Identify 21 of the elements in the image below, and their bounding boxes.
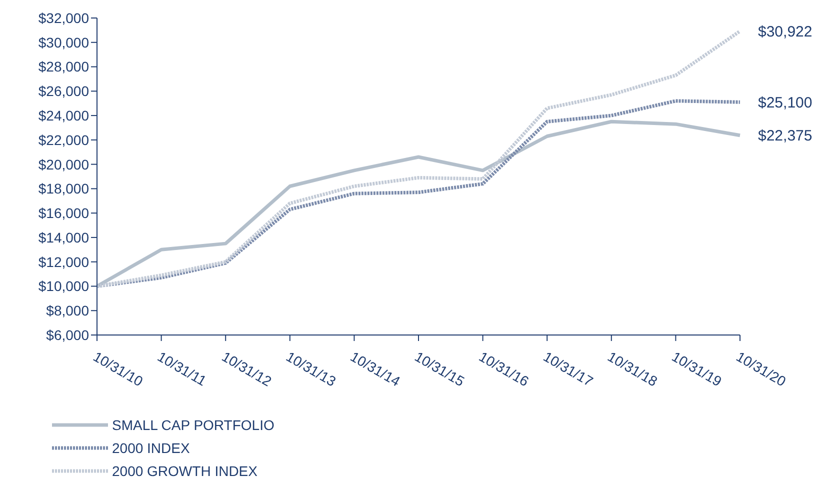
y-tick-label: $18,000	[38, 180, 90, 197]
legend-label: 2000 INDEX	[112, 440, 190, 456]
y-tick-label: $16,000	[38, 205, 90, 222]
y-tick-label: $10,000	[38, 278, 90, 294]
y-tick-label: $24,000	[38, 108, 90, 124]
y-tick-label: $14,000	[38, 229, 90, 246]
annotation: $25,100	[758, 94, 812, 112]
y-tick-label: $22,000	[38, 132, 90, 148]
y-tick-label: $12,000	[38, 254, 90, 270]
annotation: $30,922	[758, 23, 812, 40]
legend-label: SMALL CAP PORTFOLIO	[112, 416, 274, 432]
y-tick-label: $6,000	[46, 326, 90, 343]
legend-label: 2000 GROWTH INDEX	[112, 462, 258, 478]
annotation: $22,375	[758, 128, 812, 145]
line-series	[95, 29, 742, 288]
y-tick-label: $8,000	[46, 302, 90, 319]
y-tick-label: $20,000	[38, 156, 90, 172]
y-tick-label: $30,000	[38, 34, 90, 50]
y-tick-label: $26,000	[38, 83, 90, 100]
y-tick-label: $28,000	[38, 58, 90, 75]
y-tick-label: $32,000	[38, 10, 90, 26]
